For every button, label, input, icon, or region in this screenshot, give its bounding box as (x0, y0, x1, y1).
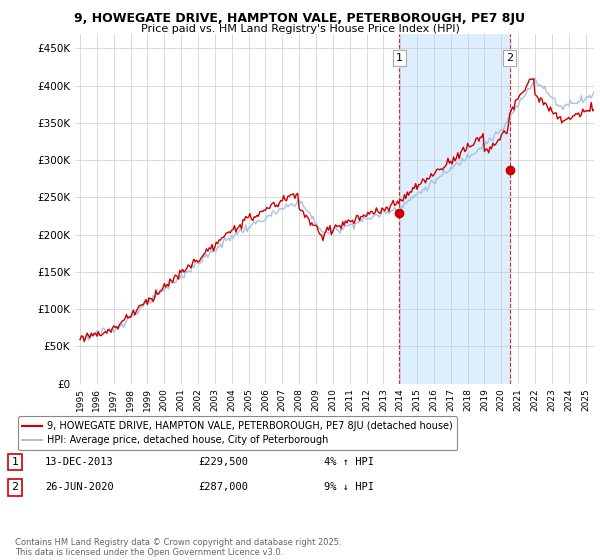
Text: 4% ↑ HPI: 4% ↑ HPI (324, 457, 374, 467)
Text: 13-DEC-2013: 13-DEC-2013 (45, 457, 114, 467)
Legend: 9, HOWEGATE DRIVE, HAMPTON VALE, PETERBOROUGH, PE7 8JU (detached house), HPI: Av: 9, HOWEGATE DRIVE, HAMPTON VALE, PETERBO… (17, 417, 457, 450)
Text: Price paid vs. HM Land Registry's House Price Index (HPI): Price paid vs. HM Land Registry's House … (140, 24, 460, 34)
Text: 2: 2 (11, 482, 19, 492)
Text: £229,500: £229,500 (198, 457, 248, 467)
Text: 9, HOWEGATE DRIVE, HAMPTON VALE, PETERBOROUGH, PE7 8JU: 9, HOWEGATE DRIVE, HAMPTON VALE, PETERBO… (74, 12, 526, 25)
Text: 9% ↓ HPI: 9% ↓ HPI (324, 482, 374, 492)
Bar (400, 34, 509, 384)
Text: Contains HM Land Registry data © Crown copyright and database right 2025.
This d: Contains HM Land Registry data © Crown c… (15, 538, 341, 557)
Text: £287,000: £287,000 (198, 482, 248, 492)
Text: 1: 1 (11, 457, 19, 467)
Text: 1: 1 (396, 53, 403, 63)
Text: 26-JUN-2020: 26-JUN-2020 (45, 482, 114, 492)
Text: 2: 2 (506, 53, 513, 63)
